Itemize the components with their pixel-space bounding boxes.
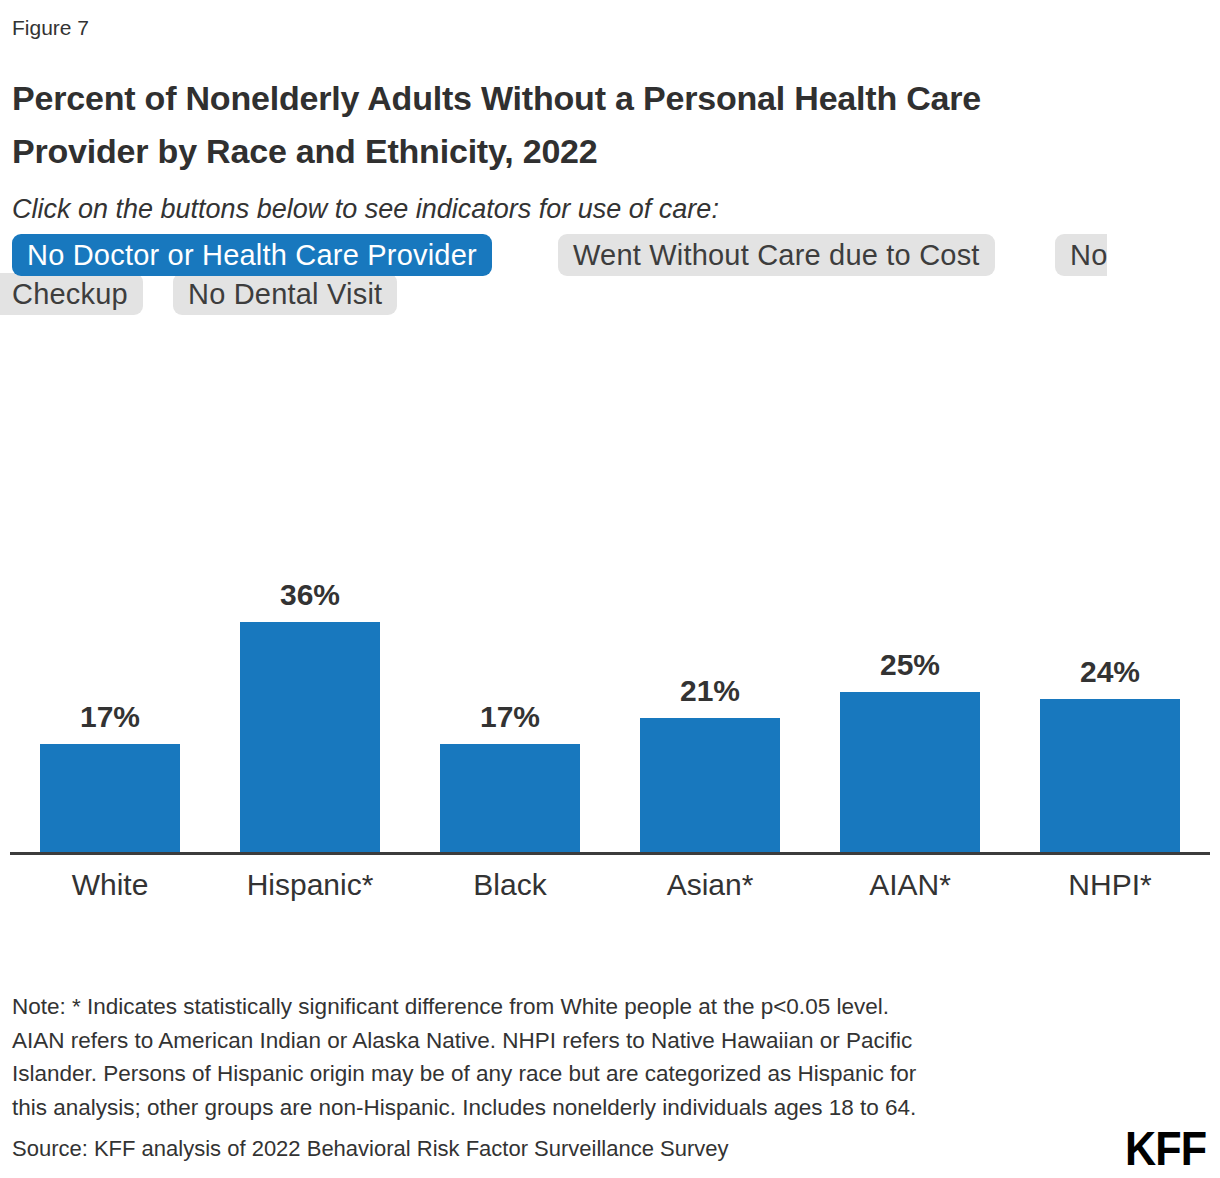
bar-value-label: 17% (10, 702, 210, 732)
bar-value-label: 25% (810, 650, 1010, 680)
bar[interactable] (240, 622, 380, 853)
page-title: Percent of Nonelderly Adults Without a P… (12, 72, 1202, 178)
note-text: Note: * Indicates statistically signific… (12, 990, 1208, 1124)
figure-container: Figure 7 Percent of Nonelderly Adults Wi… (0, 0, 1220, 1178)
bar-value-label: 24% (1010, 657, 1210, 687)
source-text: Source: KFF analysis of 2022 Behavioral … (12, 1136, 729, 1162)
kff-logo: KFF (1125, 1120, 1206, 1176)
x-axis-label: NHPI* (1010, 866, 1210, 904)
indicator-button-no-dental[interactable]: No Dental Visit (173, 273, 397, 315)
indicator-buttons-row-1: No Doctor or Health Care Provider Went W… (0, 234, 1220, 276)
bar-chart: 17%36%17%21%25%24% (0, 560, 1220, 853)
indicator-buttons-row-2: Checkup No Dental Visit (0, 273, 1220, 315)
x-axis-label: Asian* (610, 866, 810, 904)
bar[interactable] (640, 718, 780, 853)
bar[interactable] (440, 744, 580, 853)
figure-label: Figure 7 (12, 16, 89, 40)
x-axis-label: White (10, 866, 210, 904)
x-axis-label: AIAN* (810, 866, 1010, 904)
x-axis-label: Black (410, 866, 610, 904)
x-axis-label: Hispanic* (210, 866, 410, 904)
bar-value-label: 21% (610, 676, 810, 706)
x-axis-line (10, 852, 1210, 855)
bar[interactable] (1040, 699, 1180, 853)
bar[interactable] (840, 692, 980, 853)
indicator-button-no-checkup-fragment-end[interactable]: Checkup (0, 273, 143, 315)
bar-value-label: 36% (210, 580, 410, 610)
indicator-button-went-without-care-cost[interactable]: Went Without Care due to Cost (558, 234, 995, 276)
bar[interactable] (40, 744, 180, 853)
buttons-instruction: Click on the buttons below to see indica… (12, 194, 719, 225)
indicator-button-no-doctor[interactable]: No Doctor or Health Care Provider (12, 234, 492, 276)
x-axis-labels: WhiteHispanic*BlackAsian*AIAN*NHPI* (0, 866, 1220, 906)
bar-value-label: 17% (410, 702, 610, 732)
indicator-button-no-checkup-fragment-start[interactable]: No (1055, 234, 1107, 276)
